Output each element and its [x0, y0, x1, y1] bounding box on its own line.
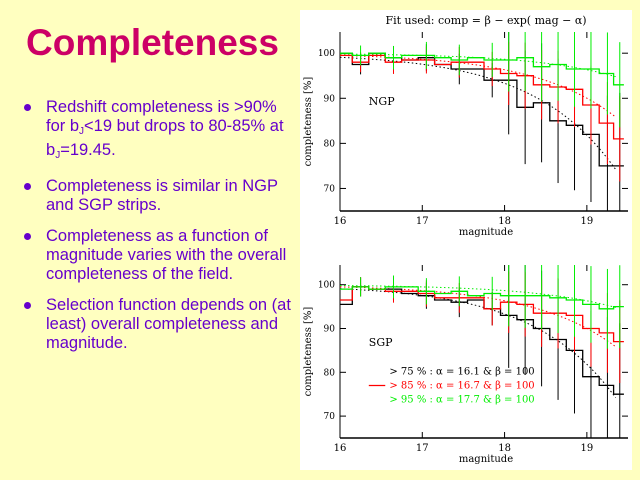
- legend-entry: > 95 % : α = 17.7 & β = 100: [389, 395, 534, 406]
- bullet-text: <19 but drops to 80-85% at b: [46, 117, 284, 159]
- bullet-item: Redshift completeness is >90% for bJ<19 …: [24, 98, 300, 165]
- subscript: J: [79, 126, 85, 137]
- step-series-2: [340, 52, 624, 86]
- panel-label: NGP: [369, 95, 395, 108]
- x-tick-label: 18: [498, 443, 511, 454]
- y-tick-label: 80: [324, 139, 336, 149]
- bullet-item: Completeness is similar in NGP and SGP s…: [24, 177, 300, 215]
- legend-entry: > 75 % : α = 16.1 & β = 100: [389, 366, 534, 377]
- completeness-charts: Fit used: comp = β − exp( mag − α) 16 17 18…: [303, 14, 628, 465]
- y-tick-label: 70: [324, 184, 336, 194]
- bullet-icon: [24, 302, 31, 309]
- bullet-item: Completeness as a function of magnitude …: [24, 227, 300, 284]
- x-axis-label: magnitude: [459, 227, 513, 238]
- fit-curve-1: [339, 286, 616, 348]
- bullet-icon: [24, 104, 31, 111]
- panel-label: SGP: [369, 336, 393, 349]
- bullet-icon: [24, 183, 31, 190]
- bullet-icon: [24, 233, 31, 240]
- x-tick-label: 18: [498, 216, 511, 227]
- y-tick-label: 100: [318, 49, 335, 59]
- slide-title: Completeness: [26, 22, 279, 63]
- step-series-2: [340, 286, 624, 310]
- chart-title: Fit used: comp = β − exp( mag − α): [385, 14, 586, 27]
- y-tick-label: 100: [318, 281, 335, 291]
- y-tick-label: 90: [324, 325, 336, 335]
- y-axis-label: completeness [%]: [303, 77, 314, 167]
- step-series-0: [340, 52, 624, 167]
- chart-panel: Fit used: comp = β − exp( mag − α) 16 17 18…: [300, 10, 632, 470]
- y-tick-label: 90: [324, 94, 336, 104]
- bullet-text: Completeness is similar in NGP and SGP s…: [46, 177, 278, 214]
- subscript: J: [55, 150, 61, 161]
- legend-entry: > 85 % : α = 16.7 & β = 100: [389, 381, 534, 392]
- x-tick-label: 19: [580, 443, 593, 454]
- bullet-text: =19.45.: [60, 141, 116, 159]
- x-tick-label: 17: [416, 216, 429, 227]
- x-tick-label: 17: [416, 443, 429, 454]
- bullet-text: Redshift completeness is >90% for b: [46, 98, 277, 135]
- x-axis-label: magnitude: [459, 454, 513, 465]
- x-tick-label: 19: [580, 216, 593, 227]
- x-tick-label: 16: [334, 216, 347, 227]
- bullet-text: Selection function depends on (at least)…: [46, 296, 291, 352]
- bullet-text: Completeness as a function of magnitude …: [46, 227, 287, 283]
- y-tick-label: 70: [324, 412, 336, 422]
- bullet-item: Selection function depends on (at least)…: [24, 296, 300, 353]
- y-tick-label: 80: [324, 368, 336, 378]
- x-tick-label: 16: [334, 443, 347, 454]
- bullet-list: Redshift completeness is >90% for bJ<19 …: [24, 98, 300, 365]
- y-axis-label: completeness [%]: [303, 307, 314, 397]
